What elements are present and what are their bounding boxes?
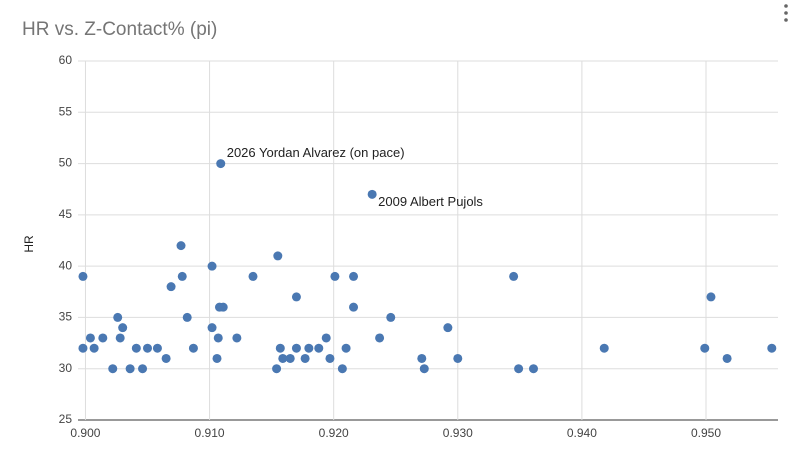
point bbox=[700, 343, 710, 353]
point bbox=[443, 323, 453, 333]
y-axis-label: HR bbox=[22, 235, 36, 253]
point bbox=[767, 343, 777, 353]
menu-icon[interactable] bbox=[784, 4, 788, 22]
point bbox=[113, 312, 123, 322]
point bbox=[118, 323, 128, 333]
point bbox=[349, 271, 359, 281]
point bbox=[143, 343, 153, 353]
x-tick-label: 0.940 bbox=[567, 426, 597, 440]
point bbox=[304, 343, 314, 353]
y-tick-label: 30 bbox=[59, 361, 73, 375]
point bbox=[166, 282, 176, 292]
y-tick-label: 40 bbox=[59, 258, 73, 272]
point bbox=[188, 343, 198, 353]
point bbox=[330, 271, 340, 281]
point bbox=[599, 343, 609, 353]
x-tick-label: 0.930 bbox=[443, 426, 473, 440]
point bbox=[176, 241, 186, 251]
point bbox=[278, 353, 288, 363]
point bbox=[207, 261, 217, 271]
point bbox=[419, 364, 429, 374]
point bbox=[207, 323, 217, 333]
x-tick-label: 0.950 bbox=[691, 426, 721, 440]
point bbox=[285, 353, 295, 363]
point bbox=[321, 333, 331, 343]
point bbox=[152, 343, 162, 353]
point bbox=[417, 353, 427, 363]
point bbox=[89, 343, 99, 353]
point bbox=[528, 364, 538, 374]
point bbox=[349, 302, 359, 312]
point bbox=[212, 353, 222, 363]
point bbox=[78, 271, 88, 281]
point bbox=[98, 333, 108, 343]
point bbox=[722, 353, 732, 363]
y-tick-label: 35 bbox=[59, 310, 73, 324]
point bbox=[272, 364, 282, 374]
point bbox=[509, 271, 519, 281]
point bbox=[300, 353, 310, 363]
point bbox=[291, 343, 301, 353]
x-tick-label: 0.920 bbox=[319, 426, 349, 440]
point bbox=[291, 292, 301, 302]
point bbox=[273, 251, 283, 261]
point bbox=[115, 333, 125, 343]
point bbox=[216, 159, 226, 169]
menu-dot bbox=[784, 4, 788, 8]
point bbox=[275, 343, 285, 353]
point-label: 2009 Albert Pujols bbox=[378, 194, 483, 209]
point bbox=[314, 343, 324, 353]
y-tick-label: 55 bbox=[59, 104, 73, 118]
point bbox=[138, 364, 148, 374]
point bbox=[218, 302, 228, 312]
point bbox=[367, 189, 377, 199]
y-tick-label: 25 bbox=[59, 412, 73, 426]
point bbox=[375, 333, 385, 343]
point bbox=[232, 333, 242, 343]
point bbox=[182, 312, 192, 322]
point bbox=[325, 353, 335, 363]
point bbox=[125, 364, 135, 374]
point bbox=[514, 364, 524, 374]
y-tick-label: 60 bbox=[59, 53, 73, 67]
point bbox=[453, 353, 463, 363]
x-tick-label: 0.900 bbox=[70, 426, 100, 440]
point bbox=[337, 364, 347, 374]
point bbox=[706, 292, 716, 302]
x-tick-label: 0.910 bbox=[195, 426, 225, 440]
point bbox=[248, 271, 258, 281]
point bbox=[177, 271, 187, 281]
chart-title: HR vs. Z-Contact% (pi) bbox=[22, 19, 217, 40]
point bbox=[213, 333, 223, 343]
y-tick-label: 50 bbox=[59, 156, 73, 170]
menu-dot bbox=[784, 18, 788, 22]
point-label: 2026 Yordan Alvarez (on pace) bbox=[227, 145, 405, 160]
menu-dot bbox=[784, 11, 788, 15]
point bbox=[108, 364, 118, 374]
point bbox=[78, 343, 88, 353]
point bbox=[131, 343, 141, 353]
point bbox=[341, 343, 351, 353]
y-tick-label: 45 bbox=[59, 207, 73, 221]
point bbox=[85, 333, 95, 343]
point bbox=[386, 312, 396, 322]
point bbox=[161, 353, 171, 363]
